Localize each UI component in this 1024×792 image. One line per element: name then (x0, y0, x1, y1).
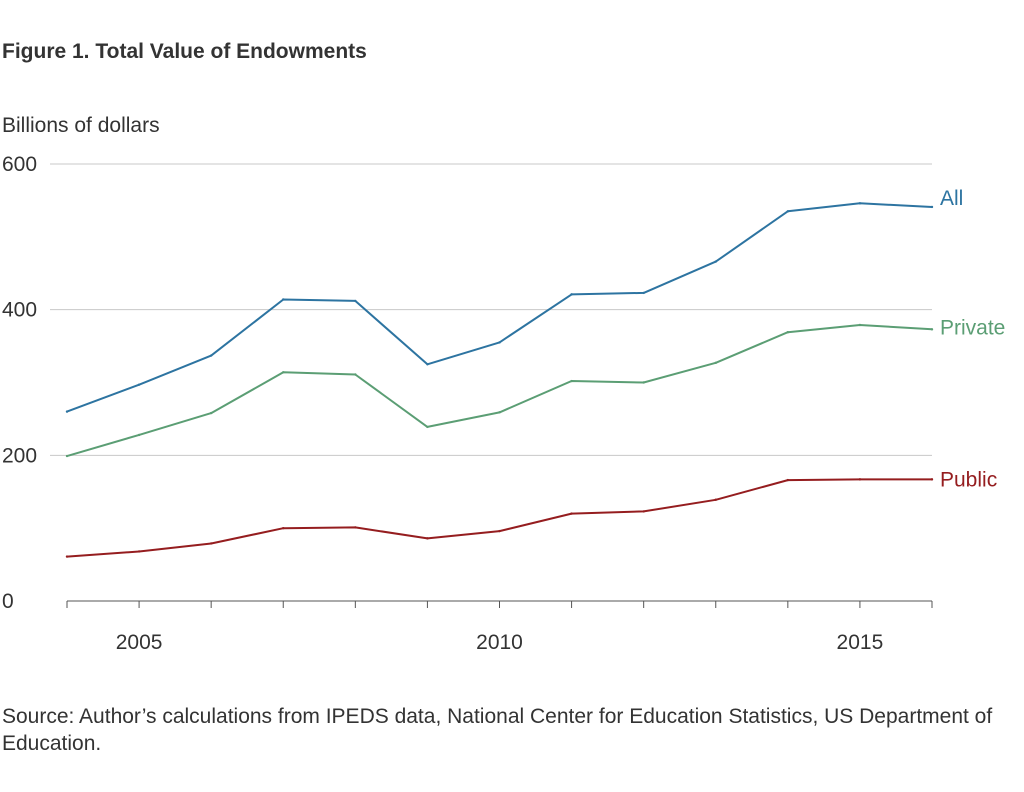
y-tick-label-0: 0 (2, 590, 14, 613)
point-all-2012 (642, 291, 645, 295)
point-all-2004 (65, 410, 69, 413)
point-public-2006 (209, 542, 213, 545)
series-labels: All Private Public (940, 187, 1005, 491)
point-private-2007 (282, 371, 285, 374)
point-public-2007 (282, 526, 285, 530)
x-tick-label-2015: 2015 (837, 631, 884, 654)
point-public-2009 (426, 537, 429, 540)
point-all-2010 (498, 341, 501, 344)
chart-title: Figure 1. Total Value of Endowments (2, 40, 367, 63)
series-line-all (66, 202, 933, 413)
series-label-public: Public (940, 468, 997, 491)
point-all-2005 (137, 383, 141, 386)
y-tick-label-200: 200 (2, 444, 37, 467)
point-private-2004 (65, 454, 69, 458)
series-label-private: Private (940, 316, 1005, 339)
gridlines (50, 163, 932, 456)
series-line-private (66, 324, 933, 458)
point-all-2014 (786, 210, 790, 213)
point-public-2015 (858, 478, 862, 481)
x-axis: 2005 2010 2015 (66, 600, 933, 654)
series-lines (65, 202, 934, 558)
point-all-2015 (858, 202, 862, 205)
point-all-2008 (354, 299, 357, 303)
point-private-2014 (786, 331, 790, 334)
point-private-2012 (642, 381, 645, 384)
point-private-2011 (570, 379, 573, 383)
point-public-2013 (714, 498, 717, 501)
point-private-2008 (354, 373, 357, 376)
series-line-public (66, 478, 932, 558)
source-note: Source: Author’s calculations from IPEDS… (2, 705, 993, 755)
y-tick-labels: 0 200 400 600 (2, 153, 37, 613)
point-all-2007 (282, 298, 285, 301)
x-tick-label-2005: 2005 (116, 631, 163, 654)
y-tick-label-400: 400 (2, 299, 37, 322)
point-private-2016 (930, 328, 934, 331)
point-public-2010 (498, 529, 501, 533)
point-public-2014 (786, 478, 790, 482)
point-all-2009 (426, 363, 429, 366)
point-all-2016 (930, 205, 934, 209)
point-private-2009 (426, 425, 429, 429)
point-public-2005 (137, 550, 141, 553)
point-public-2004 (65, 555, 69, 558)
point-public-2011 (570, 512, 573, 515)
point-private-2006 (209, 411, 213, 415)
point-private-2013 (714, 361, 717, 365)
point-public-2012 (642, 510, 645, 513)
point-public-2008 (354, 526, 357, 529)
point-private-2015 (858, 323, 862, 327)
x-tick-label-2010: 2010 (476, 631, 523, 654)
point-private-2005 (137, 433, 141, 437)
y-tick-label-600: 600 (2, 153, 37, 176)
point-all-2006 (209, 354, 213, 357)
point-all-2013 (714, 260, 717, 263)
series-label-all: All (940, 187, 963, 210)
point-public-2016 (930, 478, 934, 481)
y-axis-label: Billions of dollars (2, 114, 160, 137)
point-all-2011 (570, 293, 573, 296)
point-private-2010 (498, 411, 501, 414)
